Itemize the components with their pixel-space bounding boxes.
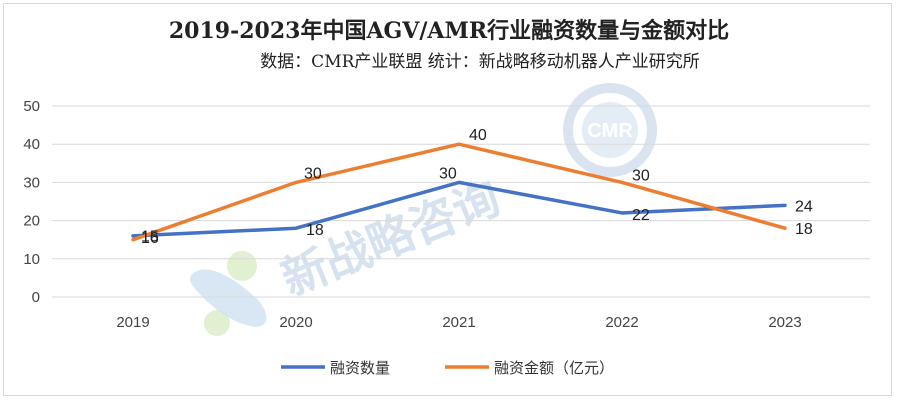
legend[interactable]: 融资数量 融资金额（亿元） <box>281 359 614 377</box>
x-tick-label: 2023 <box>768 314 801 331</box>
legend-label: 融资金额（亿元） <box>494 359 614 377</box>
data-label: 16 <box>141 230 159 247</box>
data-label: 30 <box>439 165 457 182</box>
data-label: 18 <box>795 221 813 238</box>
cmr-logo-text: CMR <box>587 120 633 142</box>
y-tick-label: 50 <box>23 98 40 115</box>
watermark: 新战略咨询 CMR <box>190 83 657 336</box>
data-labels: 16 18 30 22 24 15 30 40 30 18 <box>141 127 813 247</box>
y-axis-ticks: 0 10 20 30 40 50 <box>23 98 40 306</box>
series-line-0 <box>131 180 787 238</box>
y-tick-label: 20 <box>23 213 40 230</box>
watermark-swoosh <box>190 269 267 327</box>
data-label: 30 <box>304 165 322 182</box>
series-line-1 <box>131 142 787 242</box>
watermark-dot-2 <box>204 310 230 336</box>
data-label: 30 <box>632 167 650 184</box>
x-tick-label: 2020 <box>279 314 312 331</box>
y-tick-label: 30 <box>23 174 40 191</box>
y-tick-label: 0 <box>32 289 40 306</box>
legend-item-1[interactable]: 融资金额（亿元） <box>445 359 614 377</box>
data-label: 18 <box>306 222 324 239</box>
series <box>131 142 787 242</box>
data-label: 40 <box>469 127 487 144</box>
legend-item-0[interactable]: 融资数量 <box>281 359 390 377</box>
chart-title: 2019-2023年中国AGV/AMR行业融资数量与金额对比 <box>169 18 729 44</box>
x-tick-label: 2022 <box>605 314 638 331</box>
y-tick-label: 10 <box>23 251 40 268</box>
data-label: 15 <box>141 229 159 246</box>
x-tick-label: 2019 <box>116 314 149 331</box>
chart-subtitle: 数据：CMR产业联盟 统计：新战略移动机器人产业研究所 <box>260 52 700 72</box>
cmr-logo: CMR <box>563 83 657 177</box>
data-label: 22 <box>632 207 650 224</box>
chart-frame <box>3 3 892 396</box>
watermark-dot-1 <box>227 251 257 281</box>
y-tick-label: 40 <box>23 136 40 153</box>
x-axis-ticks: 2019 2020 2021 2022 2023 <box>116 314 801 331</box>
data-label: 24 <box>795 198 813 215</box>
x-tick-label: 2021 <box>442 314 475 331</box>
legend-label: 融资数量 <box>330 359 390 377</box>
